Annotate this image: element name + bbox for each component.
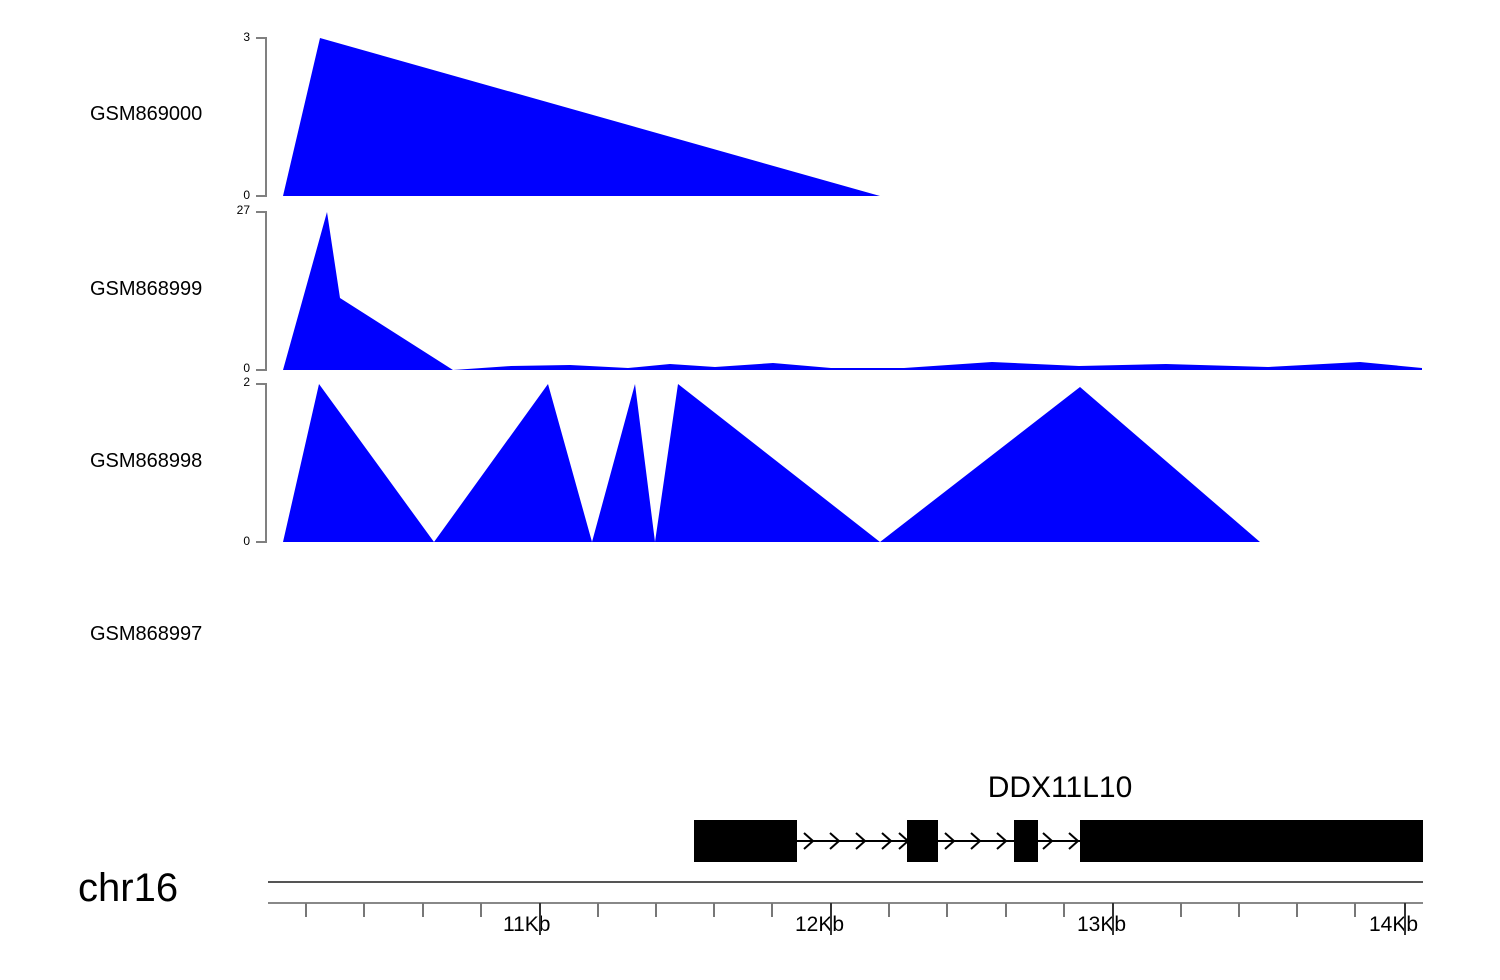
axis-max-gsm869000: 3 xyxy=(243,30,250,44)
gene-model-ddx11l10[interactable] xyxy=(694,820,1423,862)
axis-min-gsm869000: 0 xyxy=(243,188,250,202)
track-label-gsm868998: GSM868998 xyxy=(90,450,203,472)
ruler-tick-label-13kb: 13Kb xyxy=(1077,913,1127,936)
axis-min-gsm868998: 0 xyxy=(243,534,250,548)
strand-arrow-icon xyxy=(803,832,1080,850)
ruler-tick-label-14kb: 14Kb xyxy=(1369,913,1419,936)
axis-min-gsm868999: 0 xyxy=(243,361,250,375)
gene-name-label: DDX11L10 xyxy=(987,771,1133,804)
ruler-tick-label-11kb: 11Kb xyxy=(503,913,551,936)
coverage-area-gsm868998 xyxy=(283,384,1260,542)
gene-exon xyxy=(907,820,938,862)
ruler-tick-label-12kb: 12Kb xyxy=(795,913,845,936)
axis-max-gsm868999: 27 xyxy=(236,203,250,217)
gene-exon xyxy=(1080,820,1423,862)
track-label-gsm868997: GSM868997 xyxy=(90,623,203,645)
track-axis-gsm868998 xyxy=(256,383,267,543)
track-label-gsm868999: GSM868999 xyxy=(90,278,203,300)
gene-exon xyxy=(1014,820,1038,862)
track-axis-gsm869000 xyxy=(256,37,267,197)
ruler-major-tick xyxy=(539,903,1406,935)
axis-max-gsm868998: 2 xyxy=(243,375,250,389)
coverage-area-gsm869000 xyxy=(283,38,880,196)
track-axis-gsm868999 xyxy=(256,211,267,371)
coverage-area-gsm868999 xyxy=(283,212,1422,370)
chromosome-label: chr16 xyxy=(78,866,179,910)
genome-ruler[interactable] xyxy=(268,881,1423,935)
track-label-gsm869000: GSM869000 xyxy=(90,103,203,125)
gene-exon xyxy=(694,820,797,862)
